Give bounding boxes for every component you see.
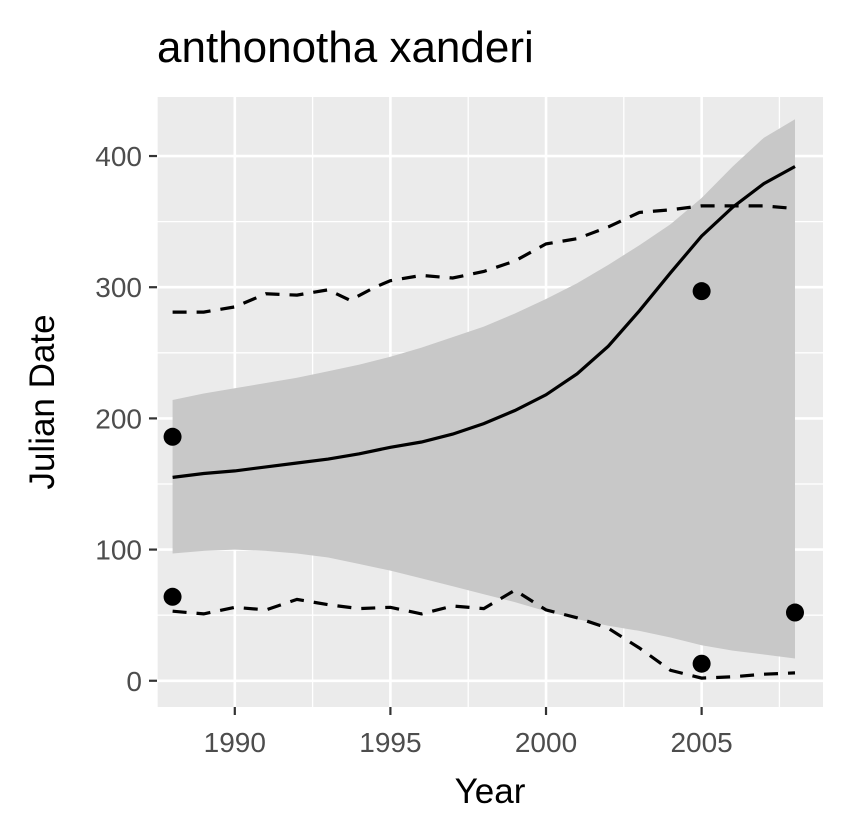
confidence-ribbon	[172, 119, 796, 659]
y-tick-label: 300	[95, 272, 142, 303]
data-point	[785, 603, 804, 622]
x-tick-label: 1990	[204, 727, 266, 758]
chart-title: anthonotha xanderi	[157, 23, 534, 72]
data-point	[163, 427, 182, 446]
lower-dashed-line	[172, 588, 796, 680]
x-tick-label: 1995	[359, 727, 421, 758]
data-point	[692, 282, 711, 301]
x-tick-label: 2005	[670, 727, 732, 758]
y-axis-title: Julian Date	[23, 314, 62, 489]
y-tick-label: 100	[95, 535, 142, 566]
fitted-line	[172, 165, 796, 479]
data-points	[163, 282, 804, 673]
y-tick-label: 200	[95, 403, 142, 434]
y-axis-ticks: 0 100 200 300 400	[95, 141, 157, 697]
x-axis-ticks: 1990 1995 2000 2005	[204, 707, 733, 758]
data-point	[163, 587, 182, 606]
y-tick-label: 0	[126, 666, 142, 697]
data-point	[692, 654, 711, 673]
x-axis-title: Year	[455, 772, 526, 811]
y-tick-label: 400	[95, 141, 142, 172]
upper-dashed-line	[172, 204, 796, 314]
x-tick-label: 2000	[515, 727, 577, 758]
